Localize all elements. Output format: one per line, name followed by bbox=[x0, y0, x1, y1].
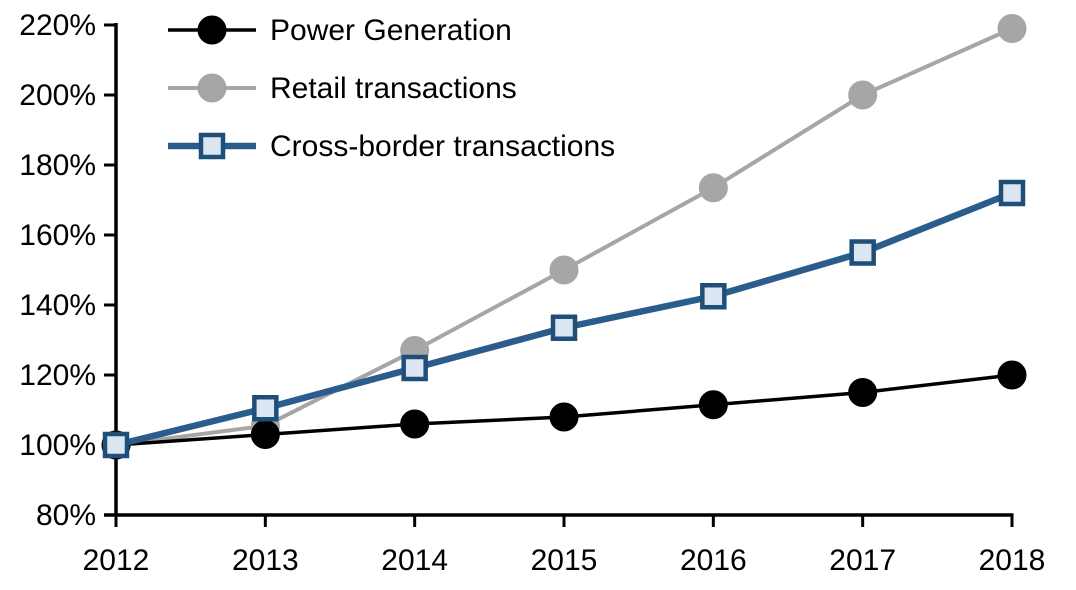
x-tick-label: 2017 bbox=[829, 544, 896, 577]
y-tick-label: 140% bbox=[19, 289, 96, 322]
y-tick-label: 80% bbox=[36, 499, 96, 532]
data-point-cross-border-transactions-2017 bbox=[849, 239, 876, 266]
data-point-power-generation-2015 bbox=[549, 402, 579, 432]
data-point-cross-border-transactions-2018 bbox=[998, 179, 1026, 207]
x-tick-label: 2016 bbox=[680, 544, 747, 577]
legend-marker-power-generation bbox=[197, 15, 227, 45]
x-tick-label: 2018 bbox=[979, 544, 1046, 577]
data-point-cross-border-transactions-2012 bbox=[102, 431, 130, 459]
data-point-power-generation-2017 bbox=[848, 378, 878, 407]
y-tick-label: 180% bbox=[19, 149, 96, 182]
data-point-power-generation-2014 bbox=[400, 409, 430, 439]
data-point-cross-border-transactions-2014 bbox=[401, 354, 428, 382]
legend-marker-cross-border-transactions bbox=[198, 132, 226, 160]
x-tick-label: 2012 bbox=[83, 544, 150, 577]
legend-marker-retail-transactions bbox=[197, 73, 227, 103]
data-point-cross-border-transactions-2015 bbox=[550, 314, 578, 341]
x-tick-label: 2015 bbox=[531, 544, 598, 577]
data-point-power-generation-2018 bbox=[997, 360, 1027, 390]
x-tick-label: 2014 bbox=[381, 544, 448, 577]
data-point-retail-transactions-2015 bbox=[549, 255, 579, 285]
y-tick-label: 160% bbox=[19, 219, 96, 252]
y-tick-label: 100% bbox=[19, 429, 96, 462]
legend-label-power-generation: Power Generation bbox=[270, 14, 512, 47]
y-tick-label: 200% bbox=[19, 79, 96, 112]
data-point-retail-transactions-2016 bbox=[698, 173, 728, 203]
y-tick-label: 120% bbox=[19, 359, 96, 392]
legend-label-retail-transactions: Retail transactions bbox=[270, 72, 517, 105]
data-point-cross-border-transactions-2013 bbox=[252, 395, 279, 422]
data-point-retail-transactions-2017 bbox=[848, 80, 878, 110]
x-tick-label: 2013 bbox=[232, 544, 299, 577]
y-tick-label: 220% bbox=[19, 9, 96, 42]
legend-label-cross-border-transactions: Cross-border transactions bbox=[270, 130, 615, 163]
data-point-power-generation-2013 bbox=[250, 420, 280, 449]
data-point-retail-transactions-2018 bbox=[997, 14, 1027, 43]
data-point-power-generation-2016 bbox=[698, 390, 728, 420]
data-point-cross-border-transactions-2016 bbox=[700, 283, 727, 310]
